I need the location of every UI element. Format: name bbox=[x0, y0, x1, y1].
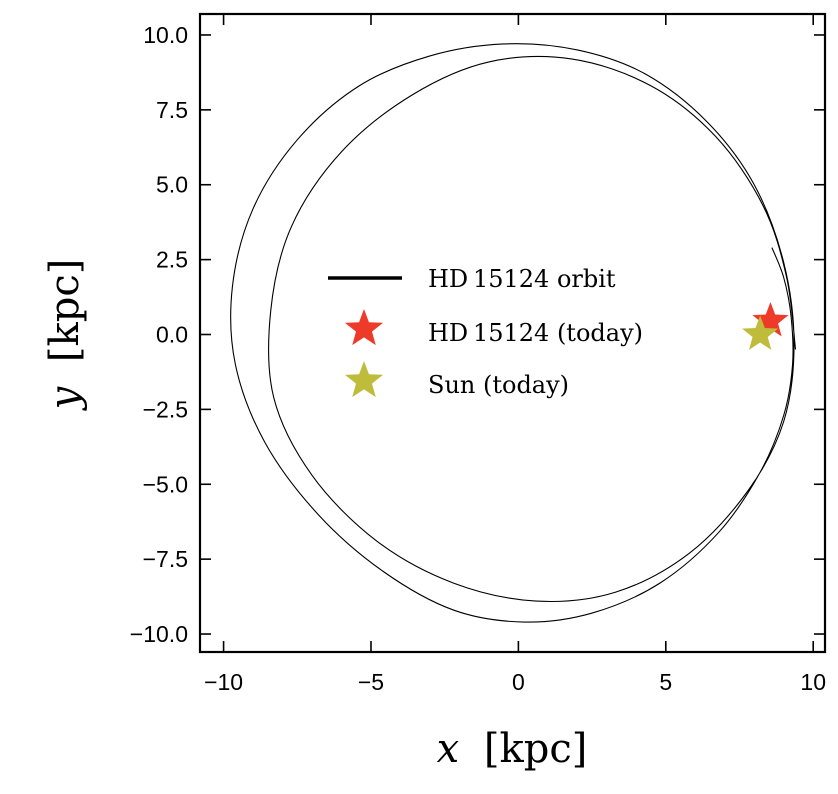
legend: HD 15124 orbit HD 15124 (today) Sun (tod… bbox=[328, 265, 643, 399]
hd15124-star bbox=[752, 302, 789, 337]
x-tick-label: 5 bbox=[659, 669, 672, 695]
y-tick-label: 7.5 bbox=[156, 97, 188, 123]
y-tick-label: 5.0 bbox=[156, 172, 188, 198]
x-axis-unit: [kpc] bbox=[484, 726, 587, 772]
y-tick-label: 0.0 bbox=[156, 321, 188, 347]
x-tick-label: −5 bbox=[358, 669, 384, 695]
y-tick-label: −10.0 bbox=[130, 621, 188, 647]
legend-hd-label: HD 15124 (today) bbox=[428, 319, 643, 347]
y-axis-unit: [kpc] bbox=[42, 259, 88, 362]
legend-sun-star bbox=[344, 361, 384, 398]
orbit-line bbox=[230, 43, 797, 623]
y-axis-variable: y bbox=[42, 385, 88, 411]
x-tick-label: 10 bbox=[800, 669, 826, 695]
plot-frame bbox=[198, 12, 827, 654]
x-tick-label: 0 bbox=[512, 669, 525, 695]
x-axis-variable: x bbox=[437, 726, 460, 772]
legend-sun-label: Sun (today) bbox=[428, 371, 569, 399]
y-tick-label: −7.5 bbox=[143, 546, 188, 572]
sun-star bbox=[742, 315, 779, 350]
x-tick-label: −10 bbox=[204, 669, 243, 695]
y-axis-label: y [kpc] bbox=[42, 259, 88, 412]
y-tick-label: 10.0 bbox=[143, 22, 188, 48]
y-tick-label: −2.5 bbox=[143, 396, 188, 422]
x-axis-label: x [kpc] bbox=[437, 726, 588, 772]
y-tick-label: 2.5 bbox=[156, 247, 188, 273]
y-tick-label: −5.0 bbox=[143, 471, 188, 497]
legend-hd-star bbox=[344, 309, 384, 346]
legend-orbit-label: HD 15124 orbit bbox=[428, 265, 616, 293]
